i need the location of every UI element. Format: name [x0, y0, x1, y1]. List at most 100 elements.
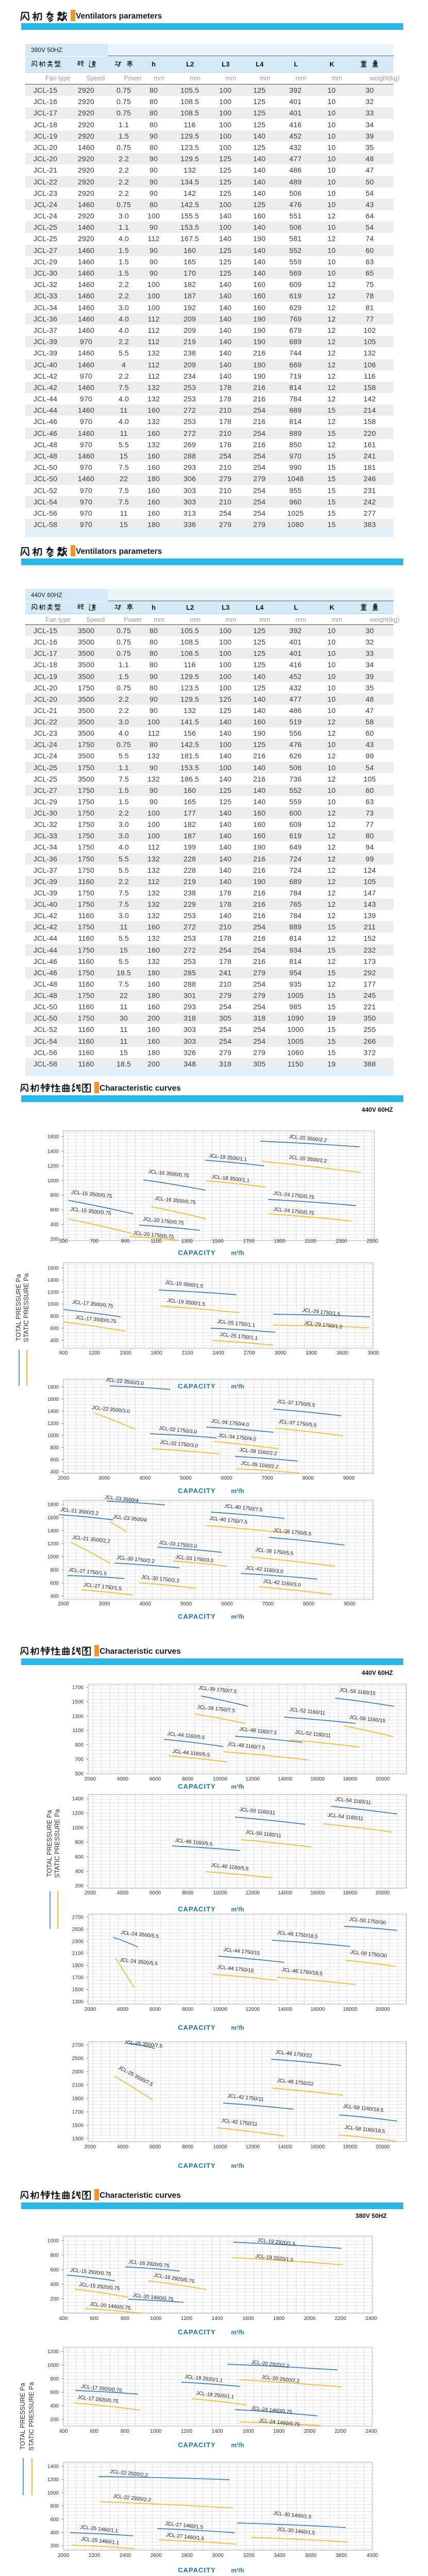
svg-text:2000: 2000 — [85, 2007, 96, 2012]
svg-text:8000: 8000 — [182, 1776, 194, 1782]
svg-text:1900: 1900 — [274, 1239, 286, 1244]
svg-text:L: L — [294, 604, 298, 612]
svg-text:600: 600 — [50, 1581, 59, 1586]
svg-text:8000: 8000 — [182, 2144, 194, 2150]
svg-text:1900: 1900 — [72, 1963, 84, 1969]
svg-text:L4: L4 — [256, 60, 264, 68]
svg-text:16000: 16000 — [310, 2007, 325, 2012]
svg-text:m³/h: m³/h — [231, 2162, 244, 2170]
svg-text:20000: 20000 — [375, 1776, 390, 1782]
svg-text:800: 800 — [75, 1840, 84, 1845]
svg-text:L4: L4 — [256, 604, 264, 612]
svg-text:400: 400 — [50, 2530, 59, 2536]
svg-text:600: 600 — [50, 2517, 59, 2522]
svg-text:18000: 18000 — [343, 1776, 357, 1782]
svg-text:3800: 3800 — [336, 2553, 348, 2558]
svg-text:1500: 1500 — [72, 1987, 84, 1993]
svg-text:L3: L3 — [222, 604, 229, 612]
svg-text:1200: 1200 — [89, 1350, 101, 1356]
svg-text:20000: 20000 — [375, 2007, 390, 2012]
svg-text:m³/h: m³/h — [231, 1613, 244, 1620]
svg-text:1600: 1600 — [47, 1397, 59, 1402]
svg-text:1500: 1500 — [120, 1350, 131, 1356]
svg-text:2400: 2400 — [120, 2553, 131, 2558]
svg-text:K: K — [330, 604, 335, 612]
svg-text:800: 800 — [50, 1445, 59, 1451]
svg-text:CAPACITY: CAPACITY — [178, 1249, 216, 1257]
svg-text:4000: 4000 — [367, 2553, 378, 2558]
svg-text:800: 800 — [50, 2253, 59, 2259]
svg-text:1000: 1000 — [47, 2490, 59, 2496]
svg-text:1100: 1100 — [151, 1239, 162, 1244]
svg-text:14000: 14000 — [278, 1890, 292, 1896]
svg-text:7000: 7000 — [262, 1601, 274, 1607]
svg-text:4000: 4000 — [117, 2007, 129, 2012]
svg-text:Characteristic curves: Characteristic curves — [100, 1647, 181, 1656]
svg-text:400: 400 — [75, 1869, 84, 1875]
svg-text:2400: 2400 — [366, 2316, 377, 2321]
svg-text:m³/h: m³/h — [231, 1906, 244, 1913]
svg-text:500: 500 — [59, 1239, 68, 1244]
svg-text:5000: 5000 — [180, 1601, 192, 1607]
svg-text:CAPACITY: CAPACITY — [178, 2328, 216, 2336]
svg-text:200: 200 — [75, 1884, 84, 1889]
svg-text:1000: 1000 — [47, 2239, 59, 2244]
svg-text:600: 600 — [50, 1458, 59, 1463]
svg-text:18000: 18000 — [343, 2007, 357, 2012]
svg-text:m³/h: m³/h — [231, 1783, 244, 1790]
svg-text:1000: 1000 — [47, 1178, 59, 1184]
svg-text:8000: 8000 — [182, 2007, 194, 2012]
svg-text:14000: 14000 — [278, 1776, 292, 1782]
svg-text:1400: 1400 — [72, 1797, 84, 1802]
svg-text:1700: 1700 — [72, 1975, 84, 1981]
svg-text:1200: 1200 — [47, 2477, 59, 2483]
svg-text:10000: 10000 — [213, 2007, 227, 2012]
svg-text:1400: 1400 — [47, 1409, 59, 1415]
svg-text:3000: 3000 — [275, 1350, 287, 1356]
svg-text:1200: 1200 — [47, 1541, 59, 1547]
svg-text:18000: 18000 — [343, 2144, 357, 2150]
svg-text:2000: 2000 — [85, 2144, 96, 2150]
svg-text:500: 500 — [75, 1771, 84, 1777]
svg-text:2100: 2100 — [72, 2083, 84, 2089]
svg-text:1400: 1400 — [47, 1149, 59, 1155]
svg-text:Characteristic curves: Characteristic curves — [100, 2191, 181, 2200]
svg-text:CAPACITY: CAPACITY — [178, 2024, 216, 2031]
svg-text:6000: 6000 — [150, 2007, 161, 2012]
svg-text:4000: 4000 — [139, 1476, 151, 1481]
svg-text:K: K — [330, 60, 335, 68]
svg-text:1300: 1300 — [181, 1239, 193, 1244]
svg-text:10000: 10000 — [213, 2144, 227, 2150]
svg-text:2100: 2100 — [305, 1239, 317, 1244]
svg-text:1400: 1400 — [211, 2429, 223, 2434]
svg-text:3600: 3600 — [337, 1350, 349, 1356]
svg-text:1800: 1800 — [47, 1385, 59, 1391]
svg-text:16000: 16000 — [310, 1776, 325, 1782]
svg-text:20000: 20000 — [375, 1890, 390, 1896]
svg-text:1200: 1200 — [181, 2429, 193, 2434]
svg-text:2700: 2700 — [72, 1915, 84, 1921]
svg-text:1200: 1200 — [47, 1290, 59, 1295]
svg-text:7000: 7000 — [261, 1476, 273, 1481]
svg-text:800: 800 — [50, 2376, 59, 2382]
svg-text:1800: 1800 — [47, 1502, 59, 1508]
svg-text:600: 600 — [50, 2390, 59, 2396]
svg-text:2200: 2200 — [89, 2553, 101, 2558]
svg-text:L2: L2 — [186, 604, 194, 612]
svg-text:800: 800 — [50, 1568, 59, 1573]
svg-text:3000: 3000 — [98, 1601, 110, 1607]
svg-text:2500: 2500 — [72, 1927, 84, 1933]
svg-text:1600: 1600 — [47, 1515, 59, 1521]
svg-text:1300: 1300 — [72, 1999, 84, 2005]
svg-text:10000: 10000 — [213, 1776, 227, 1782]
svg-text:3000: 3000 — [98, 1476, 110, 1481]
svg-text:2200: 2200 — [335, 2429, 347, 2434]
svg-text:4000: 4000 — [117, 2144, 129, 2150]
svg-text:1200: 1200 — [181, 2316, 193, 2321]
svg-text:1700: 1700 — [243, 1239, 255, 1244]
svg-text:16000: 16000 — [310, 2144, 325, 2150]
svg-text:2200: 2200 — [335, 2316, 347, 2321]
svg-text:3000: 3000 — [212, 2553, 224, 2558]
svg-text:900: 900 — [121, 1239, 129, 1244]
svg-text:2700: 2700 — [243, 1350, 255, 1356]
